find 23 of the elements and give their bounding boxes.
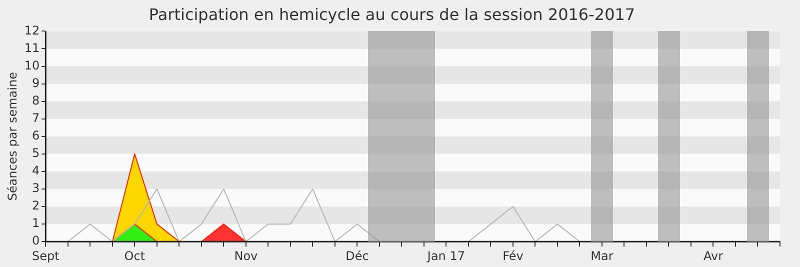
y-tick-label: 10: [24, 58, 40, 72]
y-tick-label: 11: [24, 40, 40, 55]
x-tick-label: Jan 17: [426, 248, 466, 263]
y-tick-label: 2: [32, 198, 40, 213]
y-tick-label: 7: [32, 110, 40, 125]
y-tick-label: 12: [24, 23, 40, 38]
chart-title: Participation en hemicycle au cours de la session 2016-2017: [148, 4, 636, 24]
y-tick-label: 5: [32, 146, 40, 160]
x-tick-label: Avr: [703, 248, 724, 263]
y-axis-title: Séances par semaine: [5, 72, 20, 201]
x-tick-label: Nov: [234, 248, 258, 263]
y-tick-label: 0: [32, 234, 40, 248]
x-tick-label: Oct: [124, 248, 146, 263]
y-tick-label: 6: [32, 128, 40, 143]
y-tick-label: 9: [32, 76, 40, 90]
y-tick-label: 1: [32, 216, 40, 230]
x-tick-label: Mar: [590, 248, 614, 263]
y-tick-label: 8: [32, 93, 40, 108]
x-tick-label: Déc: [346, 248, 369, 263]
x-tick-label: Sept: [32, 248, 60, 263]
y-tick-label: 3: [32, 181, 40, 196]
y-tick-label: 4: [32, 164, 40, 178]
x-tick-label: Fév: [502, 248, 524, 263]
